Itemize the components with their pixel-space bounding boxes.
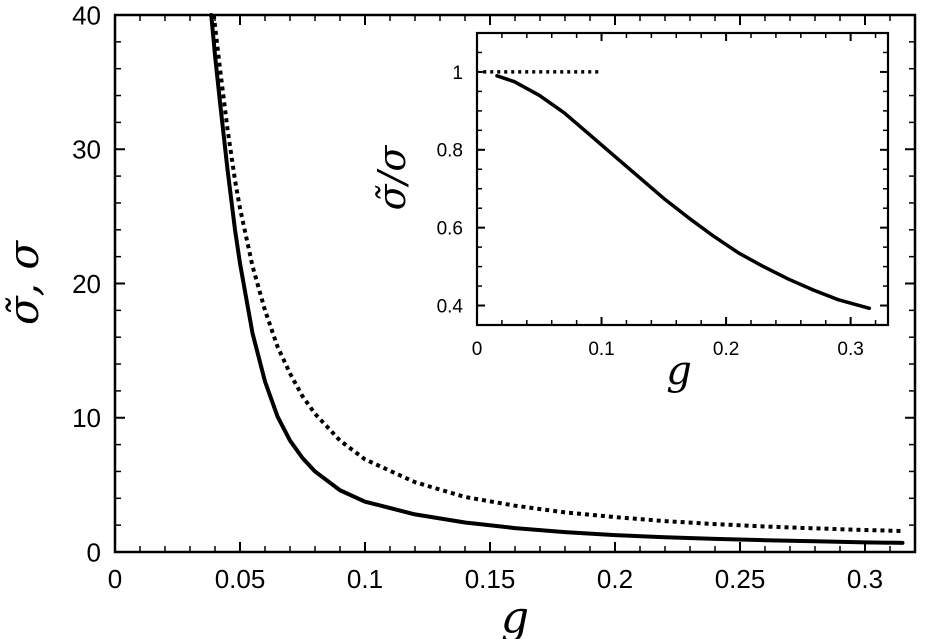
main-x-tick-label: 0.15 <box>465 564 516 594</box>
inset-y-tick-label: 0.6 <box>437 219 463 240</box>
inset-y-axis-label: σ̃/σ <box>370 145 414 211</box>
inset-ticks <box>476 32 888 326</box>
main-x-tick-label: 0.1 <box>347 564 383 594</box>
main-series <box>209 13 905 545</box>
main-y-tick-label: 40 <box>72 0 101 30</box>
main-ticks <box>114 14 916 553</box>
main-series-line-dotted <box>211 14 903 534</box>
main-x-tick-label: 0.2 <box>597 564 633 594</box>
inset-x-tick-label: 0.2 <box>713 339 739 360</box>
main-x-tick-label: 0.3 <box>847 564 883 594</box>
inset-tick-labels: 0 0.1 0.2 0.3 0.4 0.6 0.8 1 <box>437 63 864 360</box>
inset-y-tick-label: 0.4 <box>437 296 464 317</box>
main-y-tick-label: 0 <box>87 537 101 567</box>
inset-y-tick-label: 0.8 <box>437 141 463 162</box>
main-y-tick-label: 10 <box>72 403 101 433</box>
main-x-tick-label: 0 <box>108 564 122 594</box>
main-x-tick-label: 0.05 <box>215 564 266 594</box>
inset-plot: 0 0.1 0.2 0.3 0.4 0.6 0.8 1 g σ̃/σ <box>370 31 890 394</box>
inset-x-axis-label: g <box>666 348 692 394</box>
inset-x-tick-label: 0.3 <box>837 339 863 360</box>
main-series-line-solid <box>209 13 905 545</box>
inset-x-tick-label: 0.1 <box>588 339 614 360</box>
inset-plot-frame <box>475 31 890 327</box>
main-y-axis-label: σ̃, σ <box>0 240 48 325</box>
inset-x-tick-label: 0 <box>472 339 483 360</box>
main-x-tick-label: 0.25 <box>715 564 766 594</box>
inset-background <box>477 33 888 325</box>
main-x-axis-label: g <box>501 592 529 639</box>
main-y-tick-label: 20 <box>72 269 101 299</box>
inset-y-tick-label: 1 <box>452 63 463 84</box>
main-y-tick-label: 30 <box>72 135 101 165</box>
inset-series-line-solid <box>495 74 872 311</box>
inset-series <box>483 70 872 311</box>
